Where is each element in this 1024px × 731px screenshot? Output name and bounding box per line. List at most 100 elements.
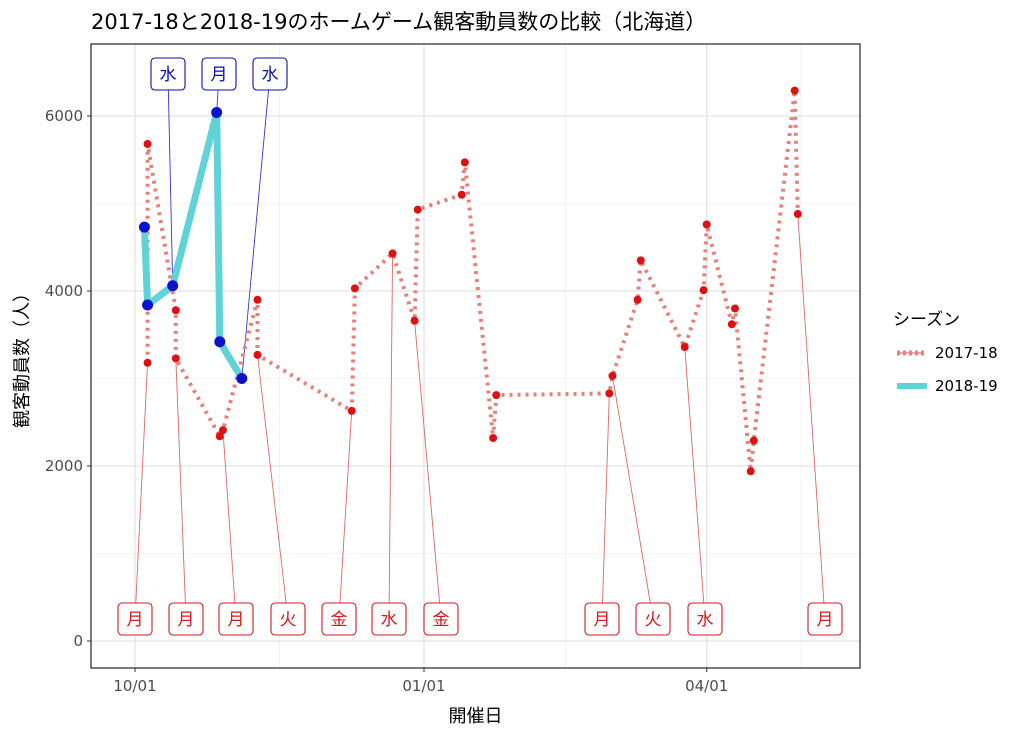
data-point-2018-19 xyxy=(211,107,223,118)
day-label-text: 火 xyxy=(645,610,662,630)
day-label-2018-19: 月 xyxy=(201,57,237,91)
series-line-2018-19 xyxy=(140,109,246,382)
annotation-labels: 月月月火金水金月火水月水月水 xyxy=(117,57,843,636)
legend-title: シーズン xyxy=(893,310,960,330)
day-label-2017-18: 月 xyxy=(117,602,153,636)
day-label-text: 月 xyxy=(127,610,144,630)
grid xyxy=(91,44,860,668)
day-label-2017-18: 月 xyxy=(218,602,254,636)
data-point-2017-18 xyxy=(253,350,262,359)
annotation-leader-line xyxy=(338,410,353,620)
data-point-2017-18 xyxy=(489,434,498,442)
data-point-2018-19 xyxy=(236,373,248,384)
data-point-2017-18 xyxy=(171,306,180,315)
y-tick-label: 6000 xyxy=(45,107,83,125)
day-label-box xyxy=(807,602,843,636)
day-label-text: 金 xyxy=(433,610,450,630)
data-point-2017-18 xyxy=(347,406,356,415)
data-point-2017-18 xyxy=(730,304,739,313)
day-label-2017-18: 火 xyxy=(270,602,306,636)
day-label-2017-18: 金 xyxy=(321,602,357,636)
data-point-2017-18 xyxy=(790,86,799,95)
data-point-2017-18 xyxy=(388,249,397,258)
data-point-2017-18 xyxy=(608,371,617,380)
annotation-leader-line xyxy=(175,358,187,620)
axes: 0 2000 4000 6000 10/01 01/01 04/01 xyxy=(45,107,729,695)
legend-item: 2018-19 xyxy=(897,377,998,395)
x-tick-label: 04/01 xyxy=(685,677,728,695)
y-tick-label: 0 xyxy=(73,632,83,650)
annotation-leader-line xyxy=(167,73,174,286)
day-label-box xyxy=(687,602,723,636)
data-point-2018-19 xyxy=(142,299,154,311)
day-label-box xyxy=(168,602,204,636)
legend-item: 2017-18 xyxy=(897,344,998,362)
day-label-text: 水 xyxy=(381,610,398,630)
day-label-box xyxy=(117,602,153,636)
annotation-leader-line xyxy=(684,346,706,620)
plot-border xyxy=(90,43,861,669)
day-label-text: 金 xyxy=(331,610,348,630)
data-point-2017-18 xyxy=(605,389,614,398)
data-point-2017-18 xyxy=(143,140,152,148)
x-tick-label: 01/01 xyxy=(402,677,445,695)
day-label-box xyxy=(150,57,186,91)
day-label-2017-18: 水 xyxy=(371,602,407,636)
day-label-text: 月 xyxy=(594,610,611,630)
data-point-2018-19 xyxy=(214,336,226,348)
annotation-leader-line xyxy=(797,213,826,620)
data-point-2017-18 xyxy=(171,354,180,363)
annotation-leader-line xyxy=(601,393,610,620)
day-label-box xyxy=(201,57,237,91)
day-label-box xyxy=(371,602,407,636)
data-point-2017-18 xyxy=(727,320,736,329)
day-label-box xyxy=(321,602,357,636)
data-point-2018-19 xyxy=(138,221,150,233)
data-point-2017-18 xyxy=(215,432,224,441)
data-points xyxy=(138,86,802,476)
day-label-2018-19: 水 xyxy=(150,57,186,91)
legend: シーズン 2017-18 2018-19 xyxy=(893,310,998,395)
chart-title: 2017-18と2018-19のホームゲーム観客動員数の比較（北海道） xyxy=(91,10,706,34)
annotation-leader-line xyxy=(612,375,654,620)
data-point-2017-18 xyxy=(702,220,711,229)
data-point-2017-18 xyxy=(636,256,645,265)
annotation-leader-line xyxy=(388,253,394,620)
data-point-2017-18 xyxy=(218,426,227,435)
day-label-text: 水 xyxy=(160,65,177,85)
data-point-2018-19 xyxy=(167,280,179,292)
data-point-2017-18 xyxy=(413,205,422,214)
y-tick-label: 4000 xyxy=(45,282,83,300)
day-label-text: 月 xyxy=(211,65,228,85)
day-label-text: 水 xyxy=(262,65,279,85)
legend-label: 2018-19 xyxy=(935,377,998,395)
x-axis-title: 開催日 xyxy=(449,706,503,727)
annotation-leader-line xyxy=(414,320,442,620)
day-label-2017-18: 水 xyxy=(687,602,723,636)
annotation-leader-line xyxy=(222,430,237,620)
day-label-2017-18: 金 xyxy=(423,602,459,636)
annotation-leader-line xyxy=(134,362,149,620)
y-axis-title: 観客動員数（人） xyxy=(12,284,33,428)
day-label-box xyxy=(584,602,620,636)
day-label-2017-18: 火 xyxy=(635,602,671,636)
annotation-leader-line xyxy=(257,354,289,620)
day-label-box xyxy=(635,602,671,636)
day-label-text: 水 xyxy=(697,610,714,630)
day-label-2018-19: 水 xyxy=(252,57,288,91)
day-label-text: 月 xyxy=(228,610,245,630)
data-point-2017-18 xyxy=(253,295,262,304)
day-label-box xyxy=(423,602,459,636)
data-point-2017-18 xyxy=(699,286,708,295)
data-point-2017-18 xyxy=(460,158,469,167)
day-label-box xyxy=(218,602,254,636)
data-point-2017-18 xyxy=(633,295,642,304)
day-label-text: 月 xyxy=(817,610,834,630)
day-label-2017-18: 月 xyxy=(168,602,204,636)
day-label-text: 月 xyxy=(178,610,195,630)
y-tick-label: 2000 xyxy=(45,457,83,475)
data-point-2017-18 xyxy=(746,467,755,476)
x-tick-label: 10/01 xyxy=(113,677,156,695)
data-point-2017-18 xyxy=(457,190,466,199)
